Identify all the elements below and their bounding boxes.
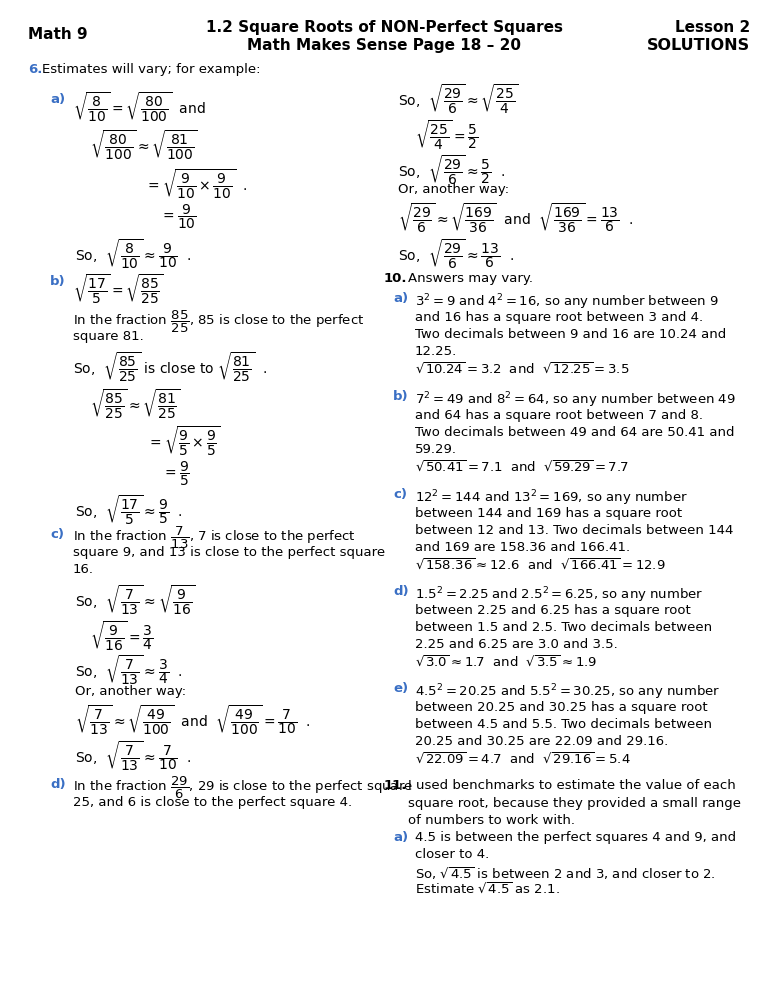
Text: SOLUTIONS: SOLUTIONS: [647, 38, 750, 53]
Text: 59.29.: 59.29.: [415, 443, 457, 456]
Text: Lesson 2: Lesson 2: [675, 20, 750, 35]
Text: I used benchmarks to estimate the value of each: I used benchmarks to estimate the value …: [408, 779, 736, 792]
Text: Two decimals between 9 and 16 are 10.24 and: Two decimals between 9 and 16 are 10.24 …: [415, 328, 727, 341]
Text: between 2.25 and 6.25 has a square root: between 2.25 and 6.25 has a square root: [415, 604, 690, 617]
Text: $= \sqrt{\dfrac{9}{10} \times \dfrac{9}{10}}$  .: $= \sqrt{\dfrac{9}{10} \times \dfrac{9}{…: [145, 167, 248, 201]
Text: and 16 has a square root between 3 and 4.: and 16 has a square root between 3 and 4…: [415, 311, 703, 324]
Text: d): d): [50, 778, 65, 791]
Text: $\sqrt{\dfrac{8}{10}} = \sqrt{\dfrac{80}{100}}$  and: $\sqrt{\dfrac{8}{10}} = \sqrt{\dfrac{80}…: [73, 90, 206, 123]
Text: $\sqrt{\dfrac{25}{4}} = \dfrac{5}{2}$: $\sqrt{\dfrac{25}{4}} = \dfrac{5}{2}$: [415, 118, 478, 151]
Text: a): a): [50, 93, 65, 106]
Text: 6.: 6.: [28, 63, 42, 76]
Text: $12^2 = 144$ and $13^2 = 169$, so any number: $12^2 = 144$ and $13^2 = 169$, so any nu…: [415, 488, 688, 508]
Text: closer to 4.: closer to 4.: [415, 848, 489, 861]
Text: $4.5^2 = 20.25$ and $5.5^2 = 30.25$, so any number: $4.5^2 = 20.25$ and $5.5^2 = 30.25$, so …: [415, 682, 720, 702]
Text: d): d): [393, 585, 409, 598]
Text: $\sqrt{\dfrac{29}{6}} \approx \sqrt{\dfrac{169}{36}}$  and  $\sqrt{\dfrac{169}{3: $\sqrt{\dfrac{29}{6}} \approx \sqrt{\dfr…: [398, 201, 634, 235]
Text: $\sqrt{3.0} \approx 1.7$  and  $\sqrt{3.5} \approx 1.9$: $\sqrt{3.0} \approx 1.7$ and $\sqrt{3.5}…: [415, 655, 598, 670]
Text: 16.: 16.: [73, 563, 94, 576]
Text: $\sqrt{\dfrac{9}{16}} = \dfrac{3}{4}$: $\sqrt{\dfrac{9}{16}} = \dfrac{3}{4}$: [90, 619, 154, 653]
Text: Or, another way:: Or, another way:: [398, 183, 509, 196]
Text: 20.25 and 30.25 are 22.09 and 29.16.: 20.25 and 30.25 are 22.09 and 29.16.: [415, 735, 668, 748]
Text: between 4.5 and 5.5. Two decimals between: between 4.5 and 5.5. Two decimals betwee…: [415, 718, 712, 731]
Text: 10.: 10.: [384, 272, 408, 285]
Text: In the fraction $\dfrac{7}{13}$, 7 is close to the perfect: In the fraction $\dfrac{7}{13}$, 7 is cl…: [73, 525, 356, 551]
Text: In the fraction $\dfrac{29}{6}$, 29 is close to the perfect square: In the fraction $\dfrac{29}{6}$, 29 is c…: [73, 775, 413, 801]
Text: So,  $\sqrt{\dfrac{8}{10}} \approx \dfrac{9}{10}$  .: So, $\sqrt{\dfrac{8}{10}} \approx \dfrac…: [75, 237, 191, 270]
Text: c): c): [50, 528, 64, 541]
Text: Two decimals between 49 and 64 are 50.41 and: Two decimals between 49 and 64 are 50.41…: [415, 426, 734, 439]
Text: Math 9: Math 9: [28, 27, 88, 42]
Text: square root, because they provided a small range: square root, because they provided a sma…: [408, 797, 741, 810]
Text: So,  $\sqrt{\dfrac{29}{6}} \approx \sqrt{\dfrac{25}{4}}$: So, $\sqrt{\dfrac{29}{6}} \approx \sqrt{…: [398, 82, 518, 115]
Text: between 12 and 13. Two decimals between 144: between 12 and 13. Two decimals between …: [415, 524, 733, 537]
Text: e): e): [393, 682, 408, 695]
Text: and 169 are 158.36 and 166.41.: and 169 are 158.36 and 166.41.: [415, 541, 630, 554]
Text: In the fraction $\dfrac{85}{25}$, 85 is close to the perfect: In the fraction $\dfrac{85}{25}$, 85 is …: [73, 309, 364, 335]
Text: $\sqrt{\dfrac{80}{100}} \approx \sqrt{\dfrac{81}{100}}$: $\sqrt{\dfrac{80}{100}} \approx \sqrt{\d…: [90, 128, 198, 162]
Text: and 64 has a square root between 7 and 8.: and 64 has a square root between 7 and 8…: [415, 409, 703, 422]
Text: b): b): [50, 275, 65, 288]
Text: $= \sqrt{\dfrac{9}{5} \times \dfrac{9}{5}}$: $= \sqrt{\dfrac{9}{5} \times \dfrac{9}{5…: [147, 424, 220, 457]
Text: $\sqrt{158.36} \approx 12.6$  and  $\sqrt{166.41} = 12.9$: $\sqrt{158.36} \approx 12.6$ and $\sqrt{…: [415, 558, 666, 574]
Text: Estimate $\sqrt{4.5}$ as 2.1.: Estimate $\sqrt{4.5}$ as 2.1.: [415, 882, 560, 898]
Text: So,  $\sqrt{\dfrac{17}{5}} \approx \dfrac{9}{5}$  .: So, $\sqrt{\dfrac{17}{5}} \approx \dfrac…: [75, 493, 183, 527]
Text: So,  $\sqrt{\dfrac{29}{6}} \approx \dfrac{13}{6}$  .: So, $\sqrt{\dfrac{29}{6}} \approx \dfrac…: [398, 237, 514, 270]
Text: square 81.: square 81.: [73, 330, 144, 343]
Text: between 1.5 and 2.5. Two decimals between: between 1.5 and 2.5. Two decimals betwee…: [415, 621, 712, 634]
Text: c): c): [393, 488, 407, 501]
Text: So,  $\sqrt{\dfrac{7}{13}} \approx \dfrac{7}{10}$  .: So, $\sqrt{\dfrac{7}{13}} \approx \dfrac…: [75, 739, 191, 772]
Text: $\sqrt{10.24} = 3.2$  and  $\sqrt{12.25} = 3.5$: $\sqrt{10.24} = 3.2$ and $\sqrt{12.25} =…: [415, 362, 630, 377]
Text: $1.5^2 = 2.25$ and $2.5^2 = 6.25$, so any number: $1.5^2 = 2.25$ and $2.5^2 = 6.25$, so an…: [415, 585, 703, 604]
Text: $7^2 = 49$ and $8^2 = 64$, so any number between 49: $7^2 = 49$ and $8^2 = 64$, so any number…: [415, 390, 736, 410]
Text: 25, and 6 is close to the perfect square 4.: 25, and 6 is close to the perfect square…: [73, 796, 352, 809]
Text: 11.: 11.: [384, 779, 407, 792]
Text: $\sqrt{\dfrac{17}{5}} = \sqrt{\dfrac{85}{25}}$: $\sqrt{\dfrac{17}{5}} = \sqrt{\dfrac{85}…: [73, 272, 164, 305]
Text: Estimates will vary; for example:: Estimates will vary; for example:: [42, 63, 260, 76]
Text: square 9, and 13 is close to the perfect square: square 9, and 13 is close to the perfect…: [73, 546, 385, 559]
Text: $\sqrt{\dfrac{85}{25}} \approx \sqrt{\dfrac{81}{25}}$: $\sqrt{\dfrac{85}{25}} \approx \sqrt{\df…: [90, 387, 180, 420]
Text: of numbers to work with.: of numbers to work with.: [408, 814, 575, 827]
Text: So,  $\sqrt{\dfrac{29}{6}} \approx \dfrac{5}{2}$  .: So, $\sqrt{\dfrac{29}{6}} \approx \dfrac…: [398, 153, 505, 187]
Text: $\sqrt{\dfrac{7}{13}} \approx \sqrt{\dfrac{49}{100}}$  and  $\sqrt{\dfrac{49}{10: $\sqrt{\dfrac{7}{13}} \approx \sqrt{\dfr…: [75, 703, 310, 737]
Text: 1.2 Square Roots of NON-Perfect Squares: 1.2 Square Roots of NON-Perfect Squares: [206, 20, 562, 35]
Text: $3^2 = 9$ and $4^2 = 16$, so any number between 9: $3^2 = 9$ and $4^2 = 16$, so any number …: [415, 292, 719, 311]
Text: $= \dfrac{9}{5}$: $= \dfrac{9}{5}$: [162, 460, 190, 488]
Text: So, $\sqrt{4.5}$ is between 2 and 3, and closer to 2.: So, $\sqrt{4.5}$ is between 2 and 3, and…: [415, 865, 716, 882]
Text: 12.25.: 12.25.: [415, 345, 457, 358]
Text: b): b): [393, 390, 409, 403]
Text: $\sqrt{22.09} = 4.7$  and  $\sqrt{29.16} = 5.4$: $\sqrt{22.09} = 4.7$ and $\sqrt{29.16} =…: [415, 752, 631, 767]
Text: a): a): [393, 831, 408, 844]
Text: 4.5 is between the perfect squares 4 and 9, and: 4.5 is between the perfect squares 4 and…: [415, 831, 736, 844]
Text: 2.25 and 6.25 are 3.0 and 3.5.: 2.25 and 6.25 are 3.0 and 3.5.: [415, 638, 617, 651]
Text: Answers may vary.: Answers may vary.: [408, 272, 533, 285]
Text: $= \dfrac{9}{10}$: $= \dfrac{9}{10}$: [160, 203, 197, 232]
Text: $\sqrt{50.41} = 7.1$  and  $\sqrt{59.29} = 7.7$: $\sqrt{50.41} = 7.1$ and $\sqrt{59.29} =…: [415, 460, 629, 475]
Text: Or, another way:: Or, another way:: [75, 685, 186, 698]
Text: Math Makes Sense Page 18 – 20: Math Makes Sense Page 18 – 20: [247, 38, 521, 53]
Text: a): a): [393, 292, 408, 305]
Text: So,  $\sqrt{\dfrac{7}{13}} \approx \sqrt{\dfrac{9}{16}}$: So, $\sqrt{\dfrac{7}{13}} \approx \sqrt{…: [75, 583, 196, 616]
Text: between 20.25 and 30.25 has a square root: between 20.25 and 30.25 has a square roo…: [415, 701, 707, 714]
Text: So,  $\sqrt{\dfrac{7}{13}} \approx \dfrac{3}{4}$  .: So, $\sqrt{\dfrac{7}{13}} \approx \dfrac…: [75, 653, 183, 687]
Text: between 144 and 169 has a square root: between 144 and 169 has a square root: [415, 507, 682, 520]
Text: So,  $\sqrt{\dfrac{85}{25}}$ is close to $\sqrt{\dfrac{81}{25}}$  .: So, $\sqrt{\dfrac{85}{25}}$ is close to …: [73, 350, 267, 384]
